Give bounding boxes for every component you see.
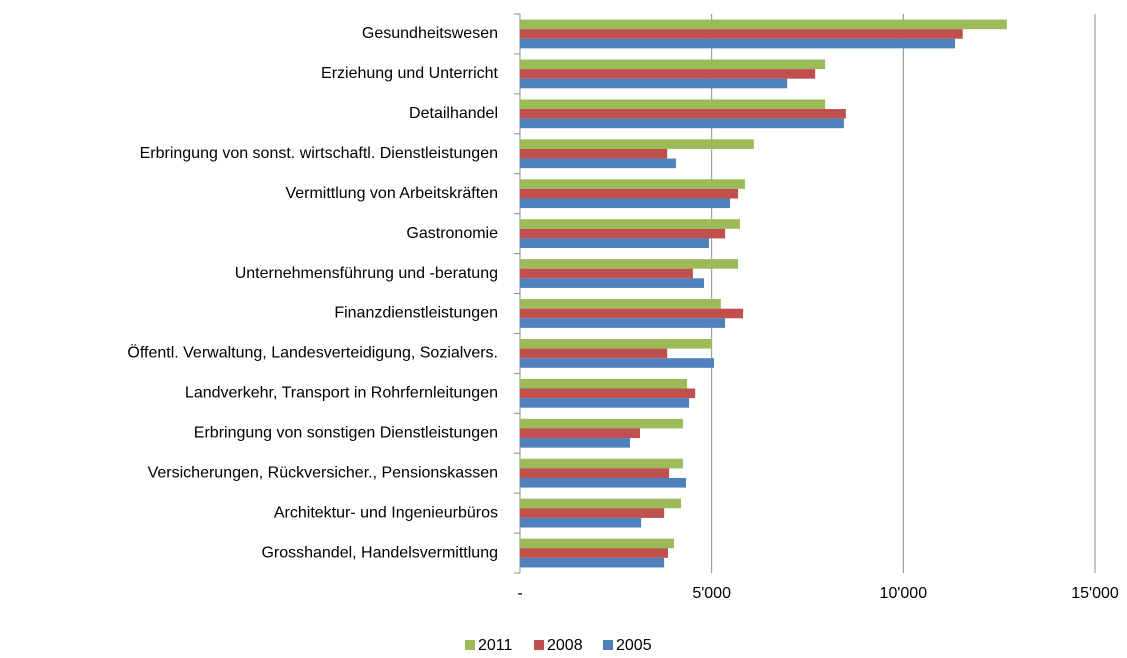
bar bbox=[520, 228, 726, 239]
y-tick-label: Versicherungen, Rückversicher., Pensions… bbox=[148, 464, 498, 481]
x-tick-label: 10'000 bbox=[880, 585, 928, 602]
bar bbox=[520, 188, 739, 199]
y-tick-label: Grosshandel, Handelsvermittlung bbox=[261, 544, 498, 561]
bar bbox=[520, 428, 640, 439]
bar bbox=[520, 398, 690, 408]
bar bbox=[520, 29, 963, 39]
bar bbox=[520, 69, 816, 79]
bar bbox=[520, 219, 741, 229]
bar bbox=[520, 548, 668, 558]
bar bbox=[520, 238, 709, 249]
bar bbox=[520, 308, 744, 319]
y-tick-label: Finanzdienstleistungen bbox=[334, 305, 498, 322]
bar bbox=[520, 38, 956, 49]
legend-swatch bbox=[603, 640, 613, 650]
bar bbox=[520, 59, 826, 70]
bar bbox=[520, 508, 665, 518]
bar bbox=[520, 268, 693, 279]
bar bbox=[520, 517, 642, 528]
bar bbox=[520, 259, 739, 269]
y-tick-label: Landverkehr, Transport in Rohrfernleitun… bbox=[185, 385, 498, 402]
x-tick-label: - bbox=[517, 585, 522, 602]
y-tick-label: Öffentl. Verwaltung, Landesverteidigung,… bbox=[127, 344, 498, 362]
y-tick-label: Erziehung und Unterricht bbox=[321, 65, 499, 82]
bar bbox=[520, 348, 668, 359]
legend-label: 2005 bbox=[616, 637, 652, 653]
bar bbox=[520, 498, 681, 509]
bar bbox=[520, 418, 683, 429]
x-tick-label: 15'000 bbox=[1071, 585, 1119, 602]
y-tick-label: Vermittlung von Arbeitskräften bbox=[285, 185, 498, 202]
bar bbox=[520, 99, 826, 110]
bar bbox=[520, 198, 731, 209]
legend-label: 2008 bbox=[547, 637, 583, 653]
y-tick-label: Erbringung von sonstigen Dienstleistunge… bbox=[194, 424, 498, 441]
bar bbox=[520, 118, 844, 129]
bar bbox=[520, 538, 675, 549]
bar bbox=[520, 78, 788, 89]
legend-swatch bbox=[534, 640, 544, 650]
bar bbox=[520, 278, 704, 288]
y-tick-label: Gastronomie bbox=[406, 225, 498, 242]
bar bbox=[520, 388, 696, 399]
bar bbox=[520, 318, 726, 328]
bar bbox=[520, 338, 713, 349]
bar bbox=[520, 438, 631, 448]
legend-swatch bbox=[465, 640, 475, 650]
y-tick-label: Gesundheitswesen bbox=[362, 25, 498, 42]
y-tick-label: Unternehmensführung und -beratung bbox=[235, 265, 498, 282]
legend-label: 2011 bbox=[478, 637, 513, 653]
bar bbox=[520, 468, 670, 478]
bar bbox=[520, 557, 665, 568]
bar bbox=[520, 139, 754, 149]
bar bbox=[520, 158, 677, 169]
bar bbox=[520, 148, 668, 159]
bar bbox=[520, 299, 721, 309]
bar bbox=[520, 458, 683, 469]
bar bbox=[520, 19, 1007, 30]
bar bbox=[520, 378, 688, 389]
y-tick-label: Architektur- und Ingenieurbüros bbox=[274, 504, 498, 521]
y-tick-label: Detailhandel bbox=[409, 105, 498, 122]
y-tick-label: Erbringung von sonst. wirtschaftl. Diens… bbox=[140, 145, 498, 162]
x-tick-label: 5'000 bbox=[692, 585, 731, 602]
bar bbox=[520, 477, 686, 488]
bar bbox=[520, 358, 714, 368]
bar bbox=[520, 179, 746, 189]
bar bbox=[520, 109, 846, 119]
